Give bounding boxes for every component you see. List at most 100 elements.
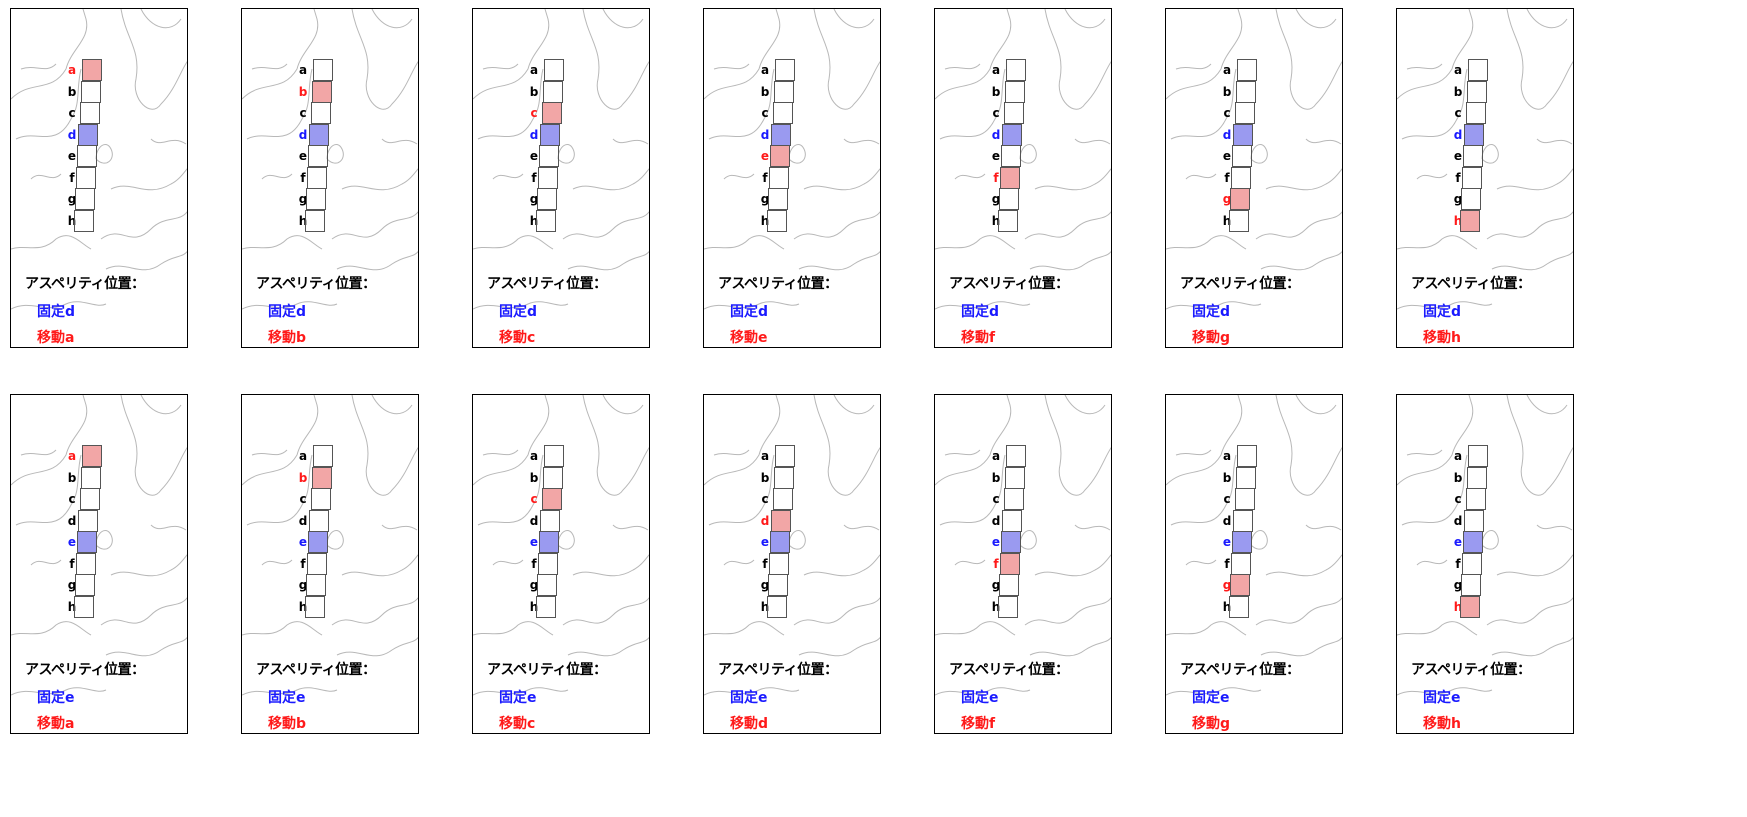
- asperity-position-heading: アスペリティ位置：: [718, 276, 838, 292]
- segment-label-b: b: [1453, 470, 1463, 485]
- segment-cell-g: [305, 574, 326, 596]
- segment-label-a: a: [67, 449, 77, 463]
- segment-cell-a: [775, 59, 795, 81]
- segment-label-e: e: [529, 149, 539, 163]
- moving-asperity-label: 移動f: [961, 716, 996, 732]
- asperity-position-heading: アスペリティ位置：: [487, 662, 607, 678]
- segment-cell-e: [1232, 145, 1253, 167]
- segment-label-c: c: [68, 106, 76, 120]
- segment-cell-g: [1229, 574, 1250, 596]
- segment-cell-d: [78, 509, 99, 532]
- segment-cell-d: [540, 123, 561, 146]
- segment-cell-f: [76, 552, 96, 575]
- bathymetry-map-background: [1166, 9, 1342, 310]
- asperity-position-heading: アスペリティ位置：: [1411, 276, 1531, 292]
- moving-asperity-label: 移動d: [730, 716, 769, 732]
- asperity-position-heading: アスペリティ位置：: [25, 662, 145, 678]
- fixed-asperity-label: 固定e: [499, 690, 537, 706]
- segment-cell-e: [770, 531, 791, 553]
- segment-cell-b: [773, 466, 794, 489]
- segment-cell-a: [313, 445, 333, 467]
- moving-asperity-label: 移動b: [268, 330, 307, 346]
- segment-cell-g: [1460, 574, 1481, 596]
- segment-cell-g: [1460, 188, 1481, 210]
- segment-label-h: h: [1453, 599, 1463, 614]
- asperity-panel: a b c d e f g h アスペリティ位置： 固定e 移動g: [1165, 394, 1343, 734]
- segment-cell-g: [998, 188, 1019, 210]
- segment-cell-e: [77, 531, 98, 553]
- segment-cell-a: [1237, 445, 1257, 467]
- segment-label-f: f: [531, 170, 537, 185]
- segment-label-g: g: [1453, 192, 1463, 206]
- bathymetry-map-background: [473, 9, 649, 310]
- asperity-position-heading: アスペリティ位置：: [256, 276, 376, 292]
- segment-cell-g: [536, 188, 557, 210]
- moving-asperity-label: 移動c: [499, 716, 536, 732]
- bathymetry-map-background: [1166, 395, 1342, 696]
- segment-label-f: f: [1224, 556, 1230, 571]
- fixed-asperity-label: 固定d: [37, 304, 76, 320]
- segment-cell-g: [536, 574, 557, 596]
- segment-cell-f: [769, 552, 789, 575]
- asperity-panel: a b c d e f g h アスペリティ位置： 固定d 移動f: [934, 8, 1112, 348]
- fixed-asperity-label: 固定d: [268, 304, 307, 320]
- segment-label-d: d: [1453, 127, 1463, 142]
- fixed-asperity-label: 固定d: [1192, 304, 1231, 320]
- segment-label-b: b: [1222, 470, 1232, 485]
- segment-cell-h: [1459, 595, 1480, 618]
- segment-cell-g: [767, 188, 788, 210]
- segment-label-g: g: [991, 578, 1001, 592]
- asperity-position-heading: アスペリティ位置：: [1180, 276, 1300, 292]
- segment-cell-c: [772, 488, 793, 510]
- segment-label-c: c: [1223, 106, 1231, 120]
- segment-label-e: e: [529, 535, 539, 549]
- moving-asperity-label: 移動a: [37, 330, 75, 346]
- fixed-asperity-label: 固定e: [730, 690, 768, 706]
- bathymetry-map-background: [935, 395, 1111, 696]
- fixed-asperity-label: 固定e: [268, 690, 306, 706]
- segment-label-g: g: [529, 578, 539, 592]
- fixed-asperity-label: 固定e: [1423, 690, 1461, 706]
- segment-label-e: e: [991, 149, 1001, 163]
- segment-cell-b: [1235, 466, 1256, 489]
- segment-cell-h: [1228, 209, 1249, 232]
- segment-label-h: h: [67, 599, 77, 614]
- segment-label-d: d: [991, 513, 1001, 528]
- bathymetry-map-background: [242, 395, 418, 696]
- segment-label-a: a: [760, 63, 770, 77]
- segment-cell-a: [1237, 59, 1257, 81]
- segment-label-a: a: [1222, 449, 1232, 463]
- segment-label-e: e: [760, 535, 770, 549]
- bathymetry-map-background: [1397, 395, 1573, 696]
- segment-label-g: g: [760, 578, 770, 592]
- asperity-position-heading: アスペリティ位置：: [25, 276, 145, 292]
- segment-cell-a: [1006, 59, 1026, 81]
- moving-asperity-label: 移動a: [37, 716, 75, 732]
- bathymetry-map-background: [11, 9, 187, 310]
- segment-label-d: d: [991, 127, 1001, 142]
- segment-label-b: b: [760, 470, 770, 485]
- segment-label-d: d: [1222, 127, 1232, 142]
- segment-label-g: g: [1453, 578, 1463, 592]
- segment-cell-a: [544, 59, 564, 81]
- asperity-panel: a b c d e f g h アスペリティ位置： 固定d 移動h: [1396, 8, 1574, 348]
- segment-label-d: d: [298, 513, 308, 528]
- moving-asperity-label: 移動g: [1192, 716, 1231, 732]
- segment-label-e: e: [1453, 535, 1463, 549]
- segment-cell-g: [74, 574, 95, 596]
- segment-cell-b: [542, 466, 563, 489]
- segment-cell-e: [770, 145, 791, 167]
- segment-cell-h: [535, 595, 556, 618]
- segment-label-f: f: [1455, 556, 1461, 571]
- moving-asperity-label: 移動c: [499, 330, 536, 346]
- segment-cell-h: [1459, 209, 1480, 232]
- segment-cell-d: [309, 123, 330, 146]
- segment-cell-f: [76, 166, 96, 189]
- segment-label-c: c: [761, 492, 769, 506]
- segment-label-e: e: [1222, 149, 1232, 163]
- segment-cell-g: [1229, 188, 1250, 210]
- segment-cell-b: [80, 80, 101, 103]
- segment-label-b: b: [1453, 84, 1463, 99]
- asperity-panel: a b c d e f g h アスペリティ位置： 固定d 移動c: [472, 8, 650, 348]
- segment-cell-e: [77, 145, 98, 167]
